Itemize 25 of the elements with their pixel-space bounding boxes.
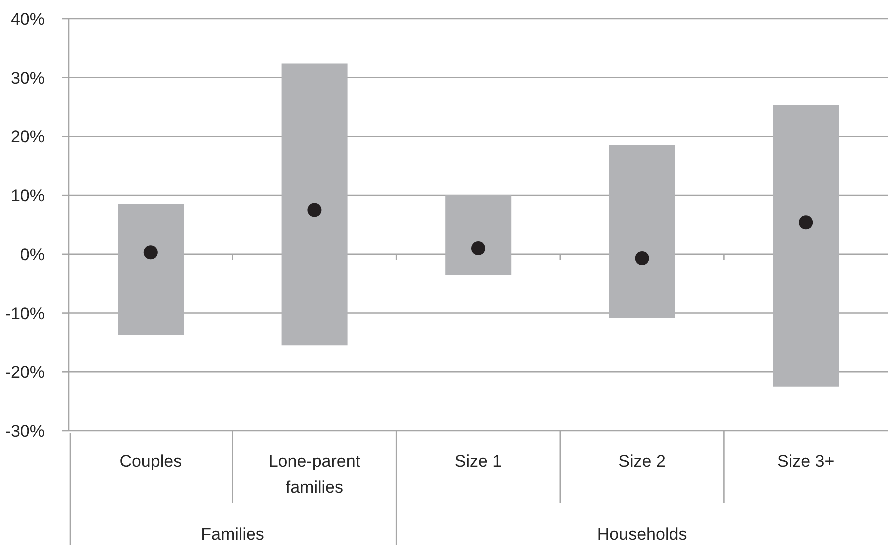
y-tick-label: -20% xyxy=(5,363,45,382)
bar xyxy=(282,64,348,346)
text: Households xyxy=(597,525,688,544)
bar xyxy=(773,106,840,387)
y-tick-label: 30% xyxy=(10,68,45,88)
point xyxy=(144,246,158,260)
y-tick-label: 0% xyxy=(20,245,45,264)
x-tick-label: Lone-parent families xyxy=(268,452,361,498)
x-tick-label: Couples xyxy=(120,452,182,472)
y-tick-label: 10% xyxy=(10,186,45,206)
y-tick-label: 20% xyxy=(10,128,45,147)
y-tick-label: -10% xyxy=(5,304,45,324)
y-tick-label: 40% xyxy=(10,10,45,30)
text: Families xyxy=(201,525,264,544)
point xyxy=(799,216,814,230)
x-tick-label: Size 3+ xyxy=(778,452,835,472)
point xyxy=(472,242,486,256)
x-tick-label: Size 2 xyxy=(618,452,666,472)
bar xyxy=(446,194,512,276)
x-tick-label: Size 1 xyxy=(454,452,502,472)
point xyxy=(635,252,650,266)
bar xyxy=(118,204,184,336)
bar xyxy=(609,144,676,318)
y-tick-label: -30% xyxy=(5,422,45,442)
point xyxy=(308,203,322,218)
